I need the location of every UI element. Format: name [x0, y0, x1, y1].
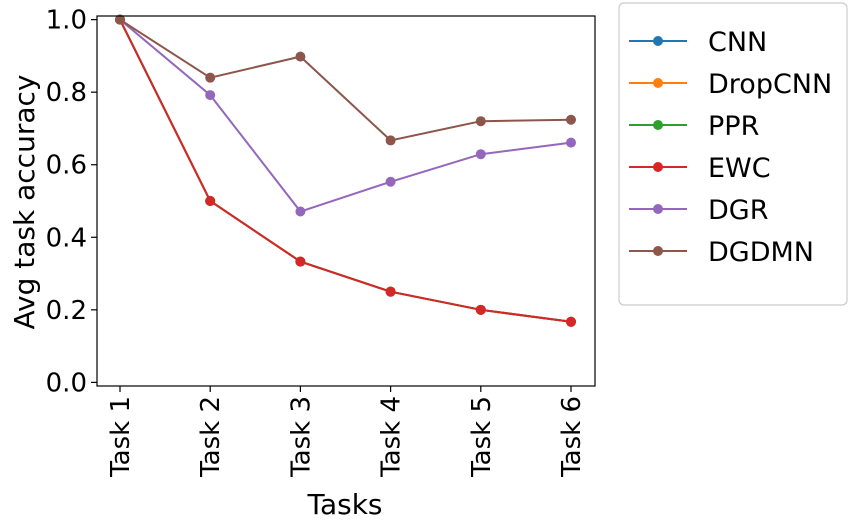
plot-area	[115, 14, 576, 327]
data-point-dgr-2	[205, 90, 216, 101]
legend-label-ewc: EWC	[708, 153, 771, 184]
legend-marker-ppr	[653, 120, 663, 130]
series-line-dgdmn	[119, 18, 572, 142]
data-point-ewc-6	[566, 316, 576, 327]
data-point-dgdmn-3	[295, 51, 306, 62]
legend-marker-dropcnn	[653, 78, 663, 88]
x-tick-label: Task 4	[377, 396, 407, 478]
data-point-ewc-2	[205, 196, 216, 206]
data-point-dgdmn-4	[385, 135, 396, 146]
data-point-ewc-5	[475, 304, 486, 315]
legend-label-dgr: DGR	[708, 195, 768, 226]
y-axis-title: Avg task accuracy	[8, 75, 41, 330]
x-tick-label: Task 3	[286, 396, 316, 478]
x-tick-label: Task 2	[196, 396, 226, 478]
axes: 0.0 0.2 0.4 0.6 0.8 1.0 Task 1 Task 2 Task 3 Task…	[46, 6, 596, 478]
legend: CNN DropCNN PPR EWC DGR DGDMN	[618, 2, 848, 306]
y-tick-label: 0.4	[46, 223, 87, 253]
data-point-dgr-4	[385, 176, 396, 187]
data-point-dgr-5	[475, 149, 486, 160]
y-tick-label: 0.0	[46, 368, 87, 398]
x-tick-label: Task 5	[467, 396, 497, 478]
data-point-dgr-6	[566, 137, 576, 148]
data-point-dgr-3	[295, 206, 306, 217]
legend-label-dgdmn: DGDMN	[708, 237, 814, 268]
series-line-ewc	[119, 19, 572, 323]
legend-marker-dgr	[653, 204, 663, 214]
data-point-dgdmn-1	[115, 14, 125, 25]
plot-frame	[96, 15, 596, 387]
x-tick-label: Task 6	[557, 396, 587, 478]
y-tick-label: 0.2	[46, 296, 87, 326]
legend-marker-cnn	[653, 36, 663, 46]
legend-marker-dgdmn	[653, 246, 663, 256]
legend-label-dropcnn: DropCNN	[708, 69, 832, 100]
data-point-dgdmn-2	[205, 72, 216, 83]
series-line-dgr	[119, 18, 572, 213]
data-point-dgdmn-5	[475, 116, 486, 127]
legend-marker-ewc	[653, 162, 663, 172]
legend-label-ppr: PPR	[708, 111, 759, 142]
y-tick-label: 0.6	[46, 151, 87, 181]
x-axis-title: Tasks	[306, 488, 382, 521]
y-tick-label: 0.8	[46, 78, 87, 108]
data-point-ewc-4	[385, 286, 396, 297]
legend-label-cnn: CNN	[708, 27, 767, 58]
data-point-ewc-3	[295, 256, 306, 267]
x-tick-label: Task 1	[106, 396, 136, 478]
y-tick-label: 1.0	[46, 6, 87, 36]
legend-frame	[618, 2, 848, 306]
data-point-dgdmn-6	[566, 114, 576, 125]
